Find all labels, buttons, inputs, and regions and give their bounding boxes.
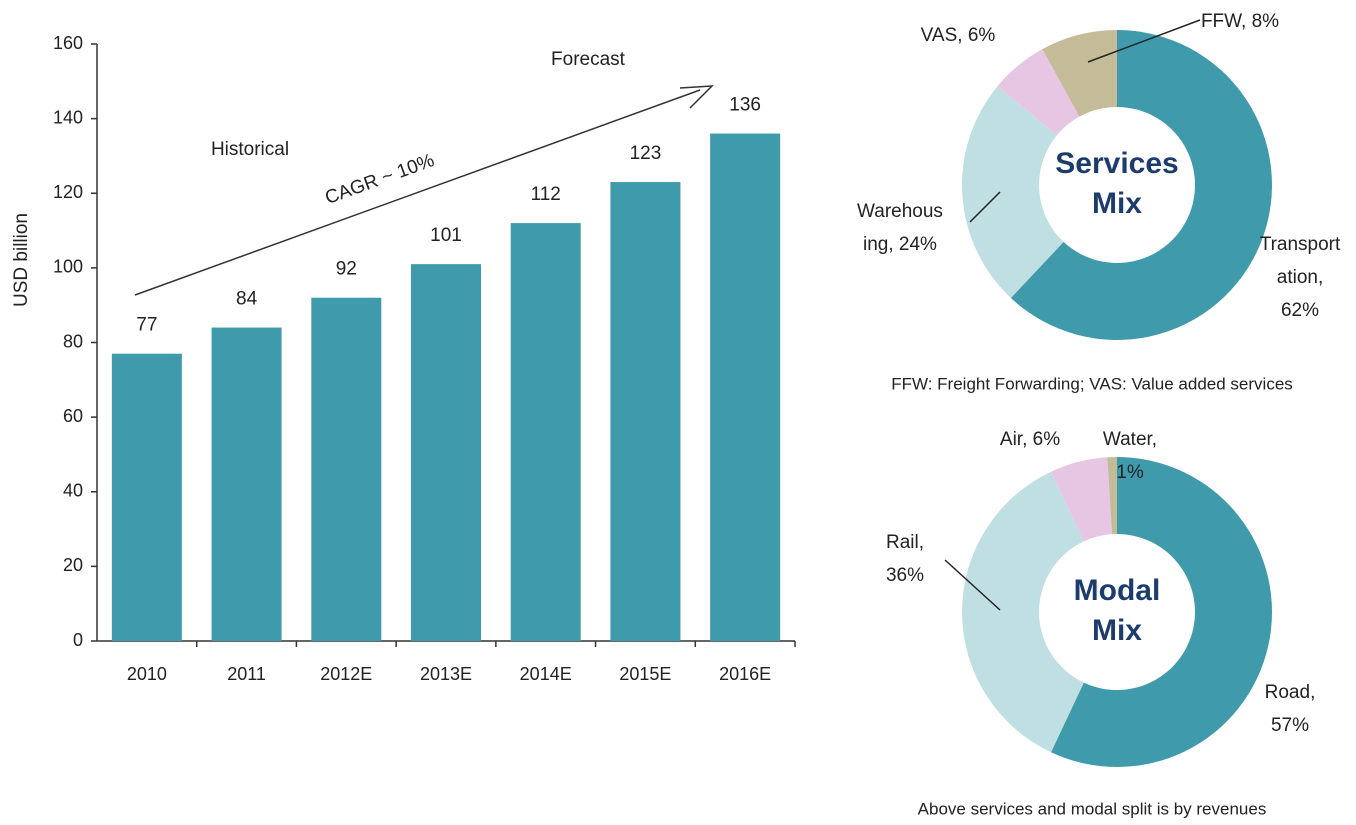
arrow-head	[679, 85, 714, 109]
y-tick-label: 100	[53, 257, 83, 277]
bar	[311, 297, 382, 641]
annotation: CAGR ~ 10%	[322, 150, 437, 209]
x-tick-label: 2014E	[520, 664, 572, 684]
data-label: 77	[136, 315, 157, 336]
y-tick-label: 160	[53, 33, 83, 53]
bar	[111, 353, 182, 641]
donut-slice	[1010, 30, 1272, 340]
slice-label: 57%	[1271, 715, 1309, 736]
y-tick-label: 20	[63, 555, 83, 575]
slice-label: Water,	[1103, 429, 1157, 450]
slice-label: ing, 24%	[863, 234, 937, 255]
x-tick-label: 2015E	[619, 664, 671, 684]
slice-label: Transport	[1260, 234, 1341, 255]
slice-label: 62%	[1281, 300, 1319, 321]
leader-line	[969, 191, 1001, 223]
data-label: 112	[531, 184, 561, 205]
y-tick-label: 80	[63, 331, 83, 351]
x-tick-label: 2016E	[719, 664, 771, 684]
center-label: Services	[1055, 147, 1178, 180]
annotation: Historical	[211, 139, 289, 160]
slice-label: 1%	[1116, 462, 1144, 483]
annotation: Forecast	[551, 49, 626, 70]
slice-label: 36%	[886, 565, 924, 586]
cagr-arrow	[134, 89, 701, 296]
slice-label: Air, 6%	[1000, 429, 1060, 450]
donut-slice	[997, 49, 1080, 136]
bar	[510, 223, 581, 641]
leader-line	[1087, 19, 1201, 63]
slice-label: ation,	[1277, 267, 1323, 288]
donut-slice	[1051, 457, 1113, 542]
bar	[610, 182, 681, 641]
data-label: 101	[430, 225, 462, 246]
y-tick-label: 120	[53, 182, 83, 202]
bar	[710, 133, 781, 642]
x-tick-label: 2012E	[320, 664, 372, 684]
note: FFW: Freight Forwarding; VAS: Value adde…	[891, 374, 1293, 393]
slice-label: Warehous	[857, 201, 943, 222]
donut-slice	[1051, 457, 1272, 767]
y-tick-label: 0	[73, 630, 83, 650]
x-tick-label: 2013E	[420, 664, 472, 684]
center-label: Mix	[1092, 614, 1142, 647]
donut-slice	[1042, 30, 1117, 117]
donut-slice	[1107, 457, 1117, 535]
data-label: 92	[336, 259, 357, 280]
y-tick-label: 60	[63, 406, 83, 426]
bar	[411, 264, 481, 641]
y-tick-label: 140	[53, 107, 83, 127]
y-tick-label: 40	[63, 481, 83, 501]
note: Above services and modal split is by rev…	[918, 799, 1267, 818]
center-label: Mix	[1092, 187, 1142, 220]
donut-slice	[962, 471, 1084, 753]
x-tick-label: 2011	[227, 664, 266, 684]
center-label: Modal	[1074, 574, 1161, 607]
slice-label: FFW, 8%	[1201, 11, 1279, 32]
leader-line	[944, 559, 1001, 611]
slice-label: VAS, 6%	[921, 25, 996, 46]
x-tick-label: 2010	[127, 664, 167, 684]
donut-slice	[961, 86, 1064, 298]
slice-label: Rail,	[886, 532, 924, 553]
bar	[211, 327, 282, 641]
y-axis-label: USD billion	[11, 213, 32, 307]
slice-label: Road,	[1265, 682, 1316, 703]
data-label: 84	[236, 289, 258, 310]
data-label: 123	[630, 143, 662, 164]
data-label: 136	[729, 95, 761, 116]
